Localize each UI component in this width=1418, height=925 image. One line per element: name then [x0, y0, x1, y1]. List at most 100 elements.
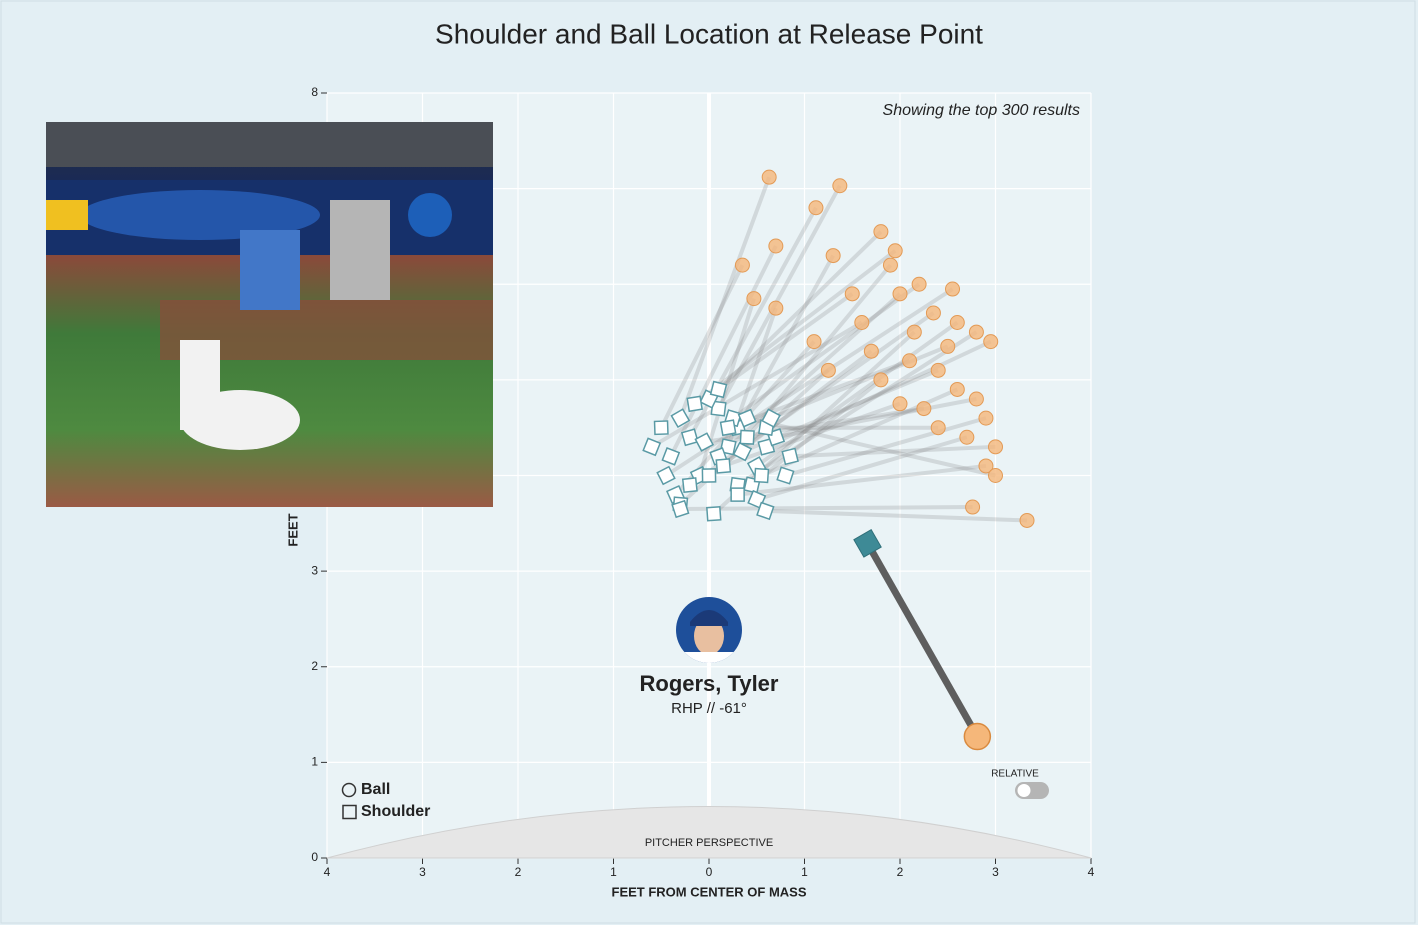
connector — [659, 264, 745, 429]
shoulder-point — [653, 420, 669, 436]
connector — [727, 358, 911, 430]
ball-point — [892, 396, 908, 412]
ball-point — [978, 458, 994, 474]
x-tick-label: 3 — [992, 865, 999, 879]
ball-point — [968, 391, 984, 407]
x-tick-label: 0 — [706, 865, 713, 879]
ball-point — [863, 343, 879, 359]
ball-point — [873, 224, 889, 240]
y-tick-label: 2 — [311, 659, 318, 673]
connector — [736, 330, 978, 487]
shoulder-point — [781, 447, 799, 466]
highlight-shoulder — [853, 529, 882, 558]
y-axis-label: FEET — [285, 513, 300, 546]
y-tick-label: 0 — [311, 850, 318, 864]
connector — [650, 320, 863, 449]
ball-point — [965, 499, 981, 515]
shoulder-point — [753, 467, 770, 484]
ball-point — [844, 286, 860, 302]
ball-point — [925, 305, 941, 321]
ball-point — [930, 420, 946, 436]
highlight-connector — [864, 541, 981, 739]
ball-point — [892, 286, 908, 302]
ball-point — [906, 324, 922, 340]
player-detail: RHP // -61° — [671, 700, 747, 717]
y-tick-label: 3 — [311, 563, 318, 577]
legend-marker — [341, 782, 357, 798]
shoulder-point — [642, 437, 662, 457]
video-frame — [46, 122, 493, 507]
connector — [750, 378, 883, 487]
toggle-knob[interactable] — [1017, 784, 1031, 797]
legend-marker — [342, 804, 357, 820]
ball-point — [806, 334, 822, 350]
ball-point — [808, 200, 824, 216]
ball-point — [1019, 512, 1035, 528]
ball-point — [940, 338, 956, 354]
x-axis-label: FEET FROM CENTER OF MASS — [612, 884, 807, 899]
ball-point — [911, 276, 927, 292]
connector — [790, 444, 996, 459]
shoulder-point — [706, 506, 722, 522]
toggle-label: RELATIVE — [991, 769, 1039, 780]
ball-point — [988, 468, 1003, 483]
connector — [680, 505, 973, 511]
y-tick-label: 1 — [311, 755, 318, 769]
ball-point — [768, 300, 784, 316]
connector — [756, 435, 968, 502]
ball-point — [761, 169, 777, 185]
shoulder-point — [694, 432, 715, 452]
connector — [678, 176, 772, 419]
x-tick-label: 3 — [419, 865, 426, 879]
legend-label: Shoulder — [361, 803, 430, 820]
ball-point — [854, 315, 870, 330]
ball-point — [959, 429, 975, 445]
connector — [745, 263, 892, 439]
shoulder-point — [730, 487, 745, 502]
ball-point — [949, 315, 965, 330]
ball-point — [746, 291, 762, 307]
x-tick-label: 2 — [897, 865, 904, 879]
connector — [765, 508, 1028, 523]
shoulder-point — [719, 419, 737, 437]
connector — [765, 339, 992, 449]
ball-point — [949, 381, 965, 397]
ball-point — [882, 257, 898, 273]
connector — [746, 416, 996, 478]
ball-point — [887, 243, 903, 259]
ball-point — [820, 362, 836, 378]
connector — [717, 292, 854, 392]
headshot — [676, 597, 742, 663]
connector — [770, 344, 949, 420]
x-tick-label: 1 — [801, 865, 808, 879]
player-name: Rogers, Tyler — [640, 671, 779, 696]
shoulder-point — [686, 395, 703, 413]
shoulder-point — [737, 408, 757, 428]
shoulder-point — [709, 380, 728, 399]
connector — [717, 292, 902, 458]
legend-label: Ball — [361, 781, 390, 798]
ball-point — [825, 248, 841, 264]
shoulder-point — [756, 501, 775, 521]
ball-point — [873, 372, 889, 388]
perspective-label: PITCHER PERSPECTIVE — [645, 837, 773, 849]
chart-title: Shoulder and Ball Location at Release Po… — [435, 18, 983, 49]
ball-point — [768, 238, 784, 254]
connector — [735, 254, 835, 429]
shoulder-point — [681, 477, 698, 494]
shoulder-point — [680, 428, 699, 447]
connector — [722, 401, 901, 468]
ball-point — [930, 362, 946, 378]
shoulder-point — [732, 441, 753, 462]
ball-point — [978, 410, 994, 426]
shoulder-point — [761, 408, 781, 428]
ball-point — [945, 281, 961, 297]
connector — [688, 311, 935, 487]
x-tick-label: 4 — [1088, 865, 1095, 879]
connector — [707, 230, 883, 401]
connector — [775, 397, 977, 440]
ball-point — [902, 353, 918, 369]
shoulder-point — [701, 468, 717, 483]
annotation: Showing the top 300 results — [883, 102, 1080, 119]
